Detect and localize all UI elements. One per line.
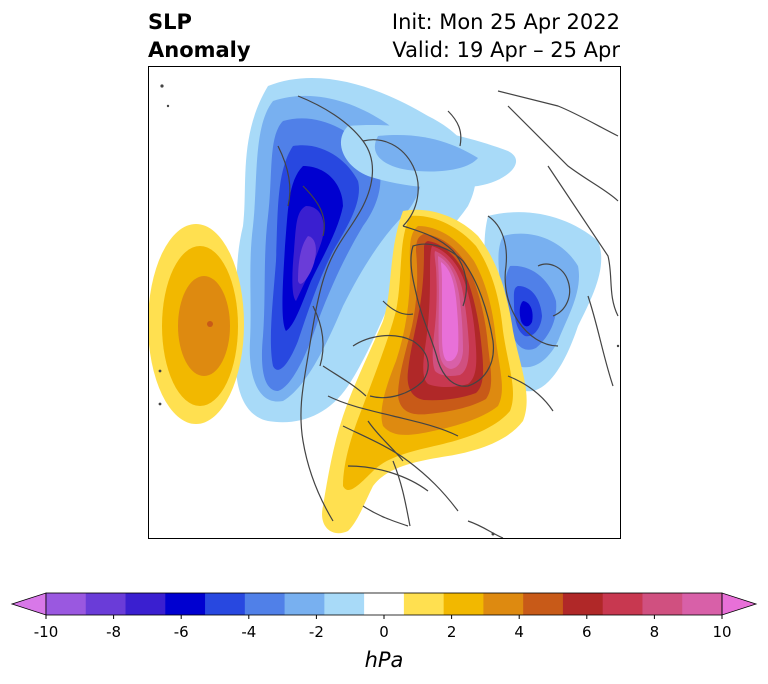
colorbar-extension-min [10,592,47,616]
coastlines [277,90,619,539]
colorbar-tick-label: 2 [447,623,457,641]
colorbar-segment [165,593,206,615]
colorbar-tick-label: -10 [34,623,59,641]
colorbar-segment [682,593,723,615]
colorbar-segment [642,593,683,615]
colorbar-segment [85,593,127,615]
variable-title-line2: Anomaly [148,38,251,62]
variable-title-line1: SLP [148,10,192,34]
colorbar-segment [403,593,445,615]
colorbar-segment [284,593,325,615]
positive-anomaly-greenland [322,209,527,534]
colorbar-segment [483,593,524,615]
colorbar: -10 -8 -6 -4 -2 0 2 4 6 8 10 hPa [10,592,758,672]
colorbar-segment [523,593,564,615]
colorbar-segment [602,593,643,615]
islands [158,84,620,536]
colorbar-segment [244,593,286,615]
colorbar-tick-label: 4 [514,623,524,641]
valid-range: Valid: 19 Apr – 25 Apr [392,38,620,62]
colorbar-segment [364,593,405,615]
colorbar-tick-label: -2 [309,623,324,641]
init-date: Init: Mon 25 Apr 2022 [391,10,620,34]
positive-anomaly-pacific [148,224,244,424]
colorbar-tick-label: -6 [174,623,189,641]
colorbar-ticks: -10 -8 -6 -4 -2 0 2 4 6 8 10 [34,615,732,641]
colorbar-tick-label: 8 [650,623,660,641]
colorbar-segment [125,593,166,615]
colorbar-extension-max [721,592,758,616]
colorbar-unit-label: hPa [365,648,404,672]
map-border [148,66,621,539]
variable-title: SLP Anomaly [148,8,251,64]
colorbar-segment [205,593,246,615]
colorbar-segment [443,593,484,615]
colorbar-tick-label: 0 [379,623,389,641]
colorbar-segment [46,593,87,615]
anomaly-map [148,66,621,539]
colorbar-tick-label: 10 [712,623,731,641]
colorbar-segment [562,593,604,615]
colorbar-segments [10,592,758,616]
colorbar-tick-label: 6 [582,623,592,641]
colorbar-tick-label: -8 [106,623,121,641]
colorbar-tick-label: -4 [241,623,256,641]
colorbar-segment [324,593,365,615]
date-title: Init: Mon 25 Apr 2022 Valid: 19 Apr – 25… [392,8,620,64]
